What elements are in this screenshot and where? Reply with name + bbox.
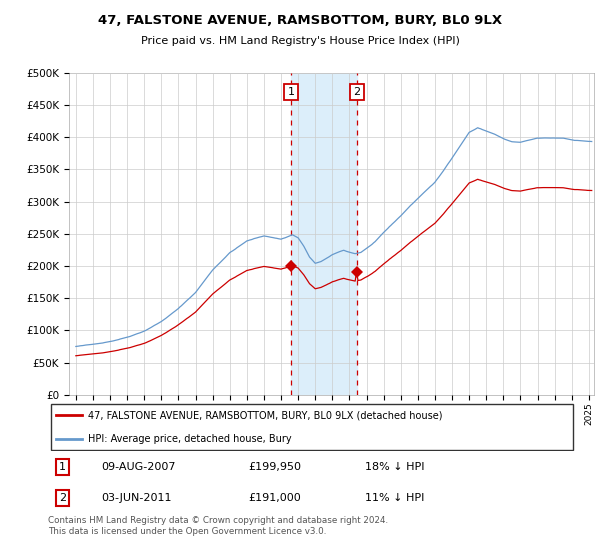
Text: 2: 2 [59,493,67,503]
Text: 11% ↓ HPI: 11% ↓ HPI [365,493,424,503]
Text: £191,000: £191,000 [248,493,301,503]
Text: 1: 1 [288,87,295,97]
Text: 47, FALSTONE AVENUE, RAMSBOTTOM, BURY, BL0 9LX (detached house): 47, FALSTONE AVENUE, RAMSBOTTOM, BURY, B… [88,410,442,420]
Text: HPI: Average price, detached house, Bury: HPI: Average price, detached house, Bury [88,434,291,444]
Bar [292,73,357,395]
Text: 1: 1 [59,462,66,472]
Text: 2: 2 [353,87,361,97]
FancyBboxPatch shape [50,404,574,450]
Text: 03-JUN-2011: 03-JUN-2011 [101,493,172,503]
Text: 47, FALSTONE AVENUE, RAMSBOTTOM, BURY, BL0 9LX: 47, FALSTONE AVENUE, RAMSBOTTOM, BURY, B… [98,14,502,27]
Text: Contains HM Land Registry data © Crown copyright and database right 2024.
This d: Contains HM Land Registry data © Crown c… [48,516,388,536]
Text: 18% ↓ HPI: 18% ↓ HPI [365,462,424,472]
Text: 09-AUG-2007: 09-AUG-2007 [101,462,175,472]
Text: £199,950: £199,950 [248,462,302,472]
Text: Price paid vs. HM Land Registry's House Price Index (HPI): Price paid vs. HM Land Registry's House … [140,36,460,46]
